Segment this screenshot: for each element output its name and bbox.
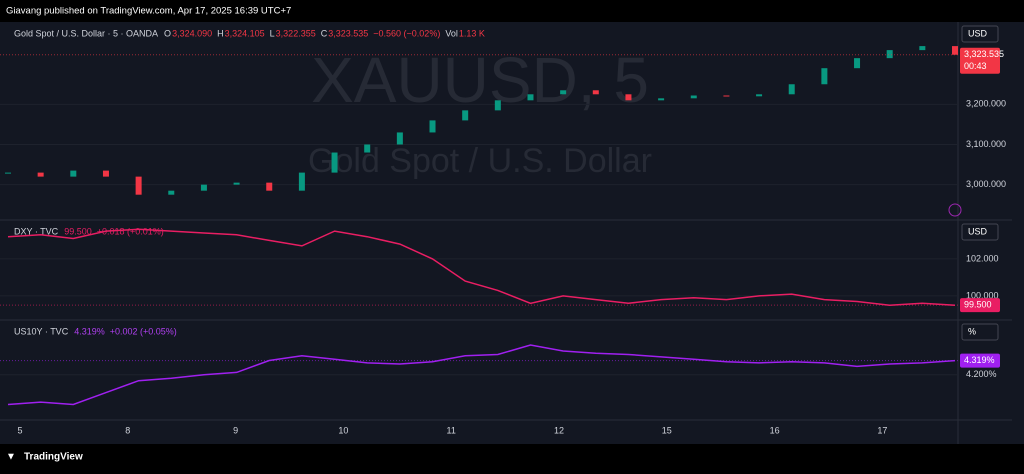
candle — [560, 90, 567, 95]
legend-title: Gold Spot / U.S. Dollar · 5 · OANDA — [14, 28, 158, 38]
candle — [102, 170, 109, 177]
candle — [298, 172, 305, 191]
y-tick-label: 100.000 — [966, 290, 999, 300]
chart-area — [0, 22, 1024, 444]
x-tick-label: 8 — [125, 425, 130, 435]
alert-icon[interactable] — [948, 203, 962, 217]
unit-label: % — [968, 326, 976, 336]
legend-value: 3,324.090 — [172, 28, 212, 38]
candle — [364, 144, 371, 153]
candle — [886, 50, 893, 59]
candle — [429, 120, 436, 133]
unit-label: USD — [968, 226, 988, 236]
legend-value: 3,322.355 — [276, 28, 316, 38]
candle — [200, 184, 207, 191]
legend-key: H — [217, 28, 224, 38]
candle — [494, 100, 501, 111]
countdown: 00:43 — [964, 61, 987, 71]
legend-key: L — [270, 28, 275, 38]
series-line — [7, 228, 956, 306]
y-tick-label: 4.200% — [966, 369, 997, 379]
candle — [788, 84, 795, 95]
last-price-label: 3,323.535 — [964, 49, 1004, 59]
candle — [952, 46, 958, 55]
candle — [233, 182, 240, 185]
last-price-label: 4.319% — [964, 355, 995, 365]
unit-box — [961, 223, 999, 241]
last-price-box — [960, 47, 1000, 74]
candle — [756, 94, 763, 97]
legend-value: 3,323.535 — [328, 28, 368, 38]
candle — [919, 46, 926, 51]
last-price-box — [960, 298, 1000, 313]
header-text: Giavang published on TradingView.com, Ap… — [6, 6, 291, 17]
x-tick-label: 9 — [233, 425, 238, 435]
x-tick-label: 5 — [17, 425, 22, 435]
y-tick-label: 3,200.000 — [966, 99, 1006, 109]
series-line — [7, 344, 956, 406]
candle — [396, 132, 403, 145]
legend-key: C — [321, 28, 328, 38]
candle — [592, 90, 599, 95]
legend-title: DXY · TVC — [14, 226, 59, 236]
candle — [821, 68, 828, 85]
candle — [331, 152, 338, 173]
last-price-box — [960, 353, 1000, 368]
legend-value: +0.002 (+0.05%) — [110, 326, 177, 336]
legend-value: −0.560 (−0.02%) — [373, 28, 440, 38]
candle — [690, 95, 697, 99]
candle — [5, 172, 11, 174]
unit-box — [961, 323, 999, 341]
unit-box — [961, 25, 999, 43]
candle — [462, 110, 469, 121]
candle — [37, 172, 44, 177]
legend-key: O — [164, 28, 171, 38]
candle — [625, 94, 632, 101]
candle — [70, 170, 77, 177]
watermark: Gold Spot / U.S. Dollar — [308, 142, 652, 180]
x-tick-label: 16 — [770, 425, 780, 435]
legend-value: 99.500 — [64, 226, 92, 236]
y-tick-label: 3,100.000 — [966, 139, 1006, 149]
legend-title: US10Y · TVC — [14, 326, 69, 336]
y-tick-label: 3,000.000 — [966, 179, 1006, 189]
legend-key: Vol — [445, 28, 458, 38]
candle — [658, 98, 665, 101]
candle — [527, 94, 534, 101]
legend-value: 3,324.105 — [225, 28, 265, 38]
x-tick-label: 12 — [554, 425, 564, 435]
legend-value: +0.018 (+0.01%) — [97, 226, 164, 236]
footer-brand: TradingView — [24, 452, 83, 463]
unit-label: USD — [968, 28, 988, 38]
candle — [168, 190, 175, 195]
x-tick-label: 17 — [877, 425, 887, 435]
candle — [854, 58, 861, 69]
candle — [723, 95, 730, 97]
legend-value: 1.13 K — [459, 28, 485, 38]
x-tick-label: 10 — [338, 425, 348, 435]
x-tick-label: 11 — [447, 425, 456, 435]
y-tick-label: 102.000 — [966, 253, 999, 263]
legend-value: 4.319% — [74, 326, 105, 336]
x-tick-label: 15 — [662, 425, 672, 435]
footer-logo: ▼ — [6, 452, 16, 463]
last-price-label: 99.500 — [964, 300, 992, 310]
candle — [135, 176, 142, 195]
candle — [266, 182, 273, 191]
